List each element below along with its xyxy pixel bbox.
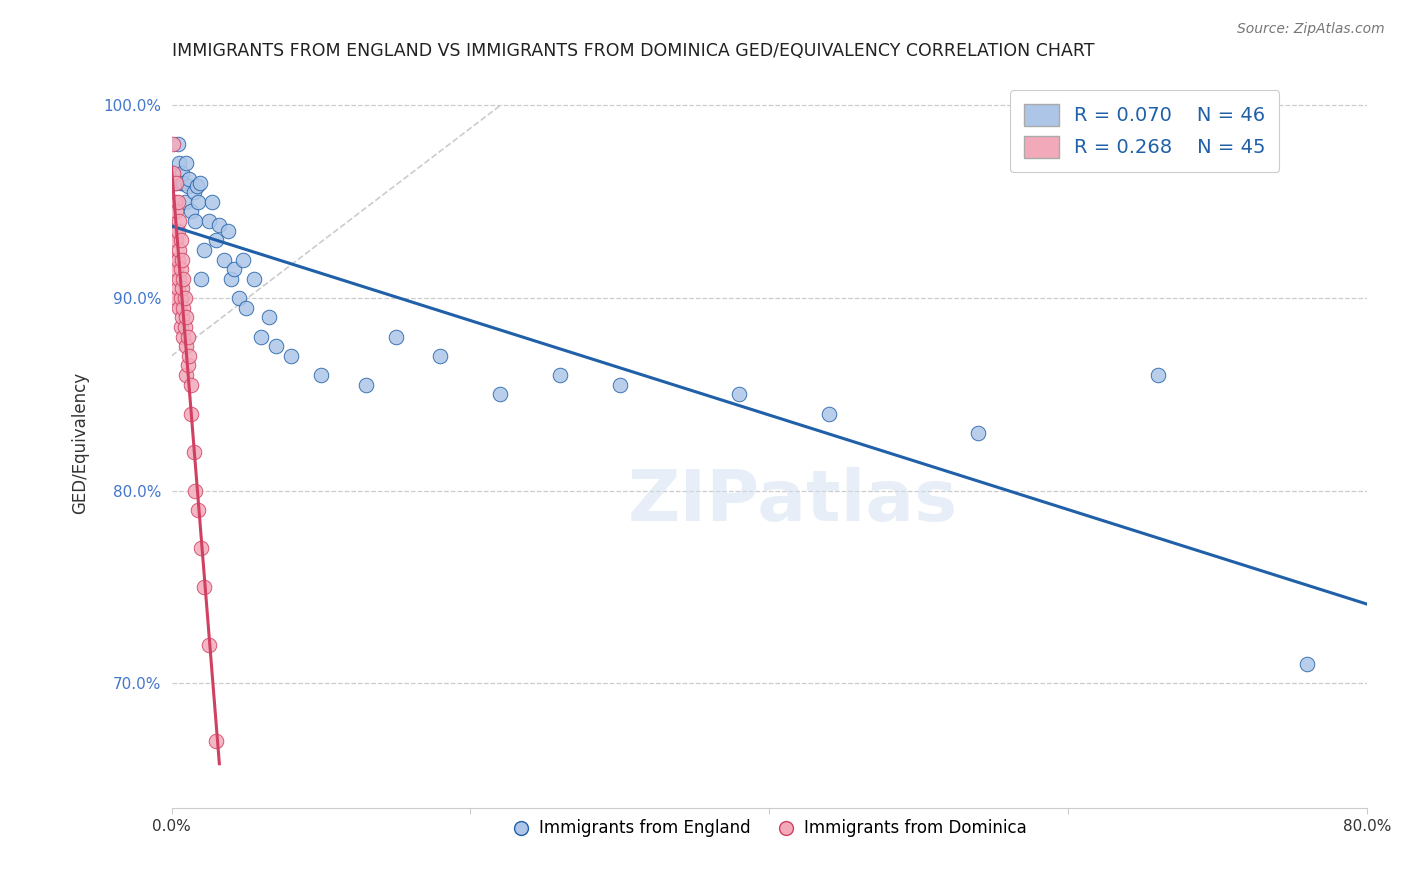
Point: [548, 368, 571, 383]
Point: [186, 179, 208, 194]
Legend: Immigrants from England, Immigrants from Dominica: Immigrants from England, Immigrants from…: [505, 813, 1033, 844]
Point: [177, 329, 200, 343]
Point: [190, 541, 212, 556]
Point: [179, 349, 201, 363]
Point: [217, 224, 239, 238]
Point: [180, 407, 202, 421]
Point: [167, 214, 190, 228]
Point: [232, 252, 254, 267]
Point: [169, 291, 191, 305]
Point: [193, 580, 215, 594]
Point: [205, 734, 228, 748]
Point: [163, 194, 186, 209]
Point: [169, 233, 191, 247]
Point: [224, 262, 246, 277]
Point: [165, 204, 187, 219]
Point: [180, 377, 202, 392]
Point: [309, 368, 332, 383]
Point: [163, 176, 186, 190]
Point: [242, 272, 264, 286]
Point: [176, 368, 198, 383]
Point: [1146, 368, 1168, 383]
Point: [184, 214, 207, 228]
Point: [235, 301, 257, 315]
Point: [163, 252, 186, 267]
Point: [280, 349, 302, 363]
Point: [165, 291, 187, 305]
Point: [166, 252, 188, 267]
Point: [609, 377, 631, 392]
Point: [384, 329, 406, 343]
Point: [177, 359, 200, 373]
Point: [193, 243, 215, 257]
Point: [1296, 657, 1319, 671]
Y-axis label: GED/Equivalency: GED/Equivalency: [72, 371, 89, 514]
Point: [183, 185, 205, 199]
Point: [221, 272, 243, 286]
Point: [169, 320, 191, 334]
Point: [205, 233, 228, 247]
Point: [165, 233, 187, 247]
Point: [180, 204, 202, 219]
Point: [166, 224, 188, 238]
Point: [167, 272, 190, 286]
Text: IMMIGRANTS FROM ENGLAND VS IMMIGRANTS FROM DOMINICA GED/EQUIVALENCY CORRELATION : IMMIGRANTS FROM ENGLAND VS IMMIGRANTS FR…: [172, 42, 1094, 60]
Point: [176, 156, 198, 170]
Point: [169, 262, 191, 277]
Point: [165, 262, 187, 277]
Point: [187, 503, 209, 517]
Point: [166, 194, 188, 209]
Point: [176, 310, 198, 325]
Point: [489, 387, 512, 401]
Point: [162, 136, 184, 151]
Point: [208, 218, 231, 232]
Point: [429, 349, 451, 363]
Point: [165, 176, 187, 190]
Point: [170, 281, 193, 295]
Point: [264, 339, 287, 353]
Text: Source: ZipAtlas.com: Source: ZipAtlas.com: [1237, 22, 1385, 37]
Point: [166, 281, 188, 295]
Point: [818, 407, 841, 421]
Point: [188, 176, 211, 190]
Point: [250, 329, 273, 343]
Point: [170, 166, 193, 180]
Point: [184, 483, 207, 498]
Point: [354, 377, 377, 392]
Point: [170, 252, 193, 267]
Point: [198, 214, 221, 228]
Point: [163, 224, 186, 238]
Point: [183, 445, 205, 459]
Point: [190, 272, 212, 286]
Point: [187, 194, 209, 209]
Point: [177, 179, 200, 194]
Point: [173, 329, 195, 343]
Point: [169, 176, 191, 190]
Point: [167, 156, 190, 170]
Point: [173, 272, 195, 286]
Point: [201, 194, 224, 209]
Point: [167, 301, 190, 315]
Point: [967, 425, 990, 440]
Point: [212, 252, 235, 267]
Point: [228, 291, 250, 305]
Point: [167, 243, 190, 257]
Point: [174, 320, 197, 334]
Point: [728, 387, 751, 401]
Point: [173, 176, 195, 190]
Point: [166, 136, 188, 151]
Point: [174, 291, 197, 305]
Point: [198, 638, 221, 652]
Point: [179, 171, 201, 186]
Text: ZIPatlas: ZIPatlas: [628, 467, 957, 535]
Point: [162, 166, 184, 180]
Point: [170, 310, 193, 325]
Point: [173, 301, 195, 315]
Point: [176, 339, 198, 353]
Point: [174, 194, 197, 209]
Point: [257, 310, 280, 325]
